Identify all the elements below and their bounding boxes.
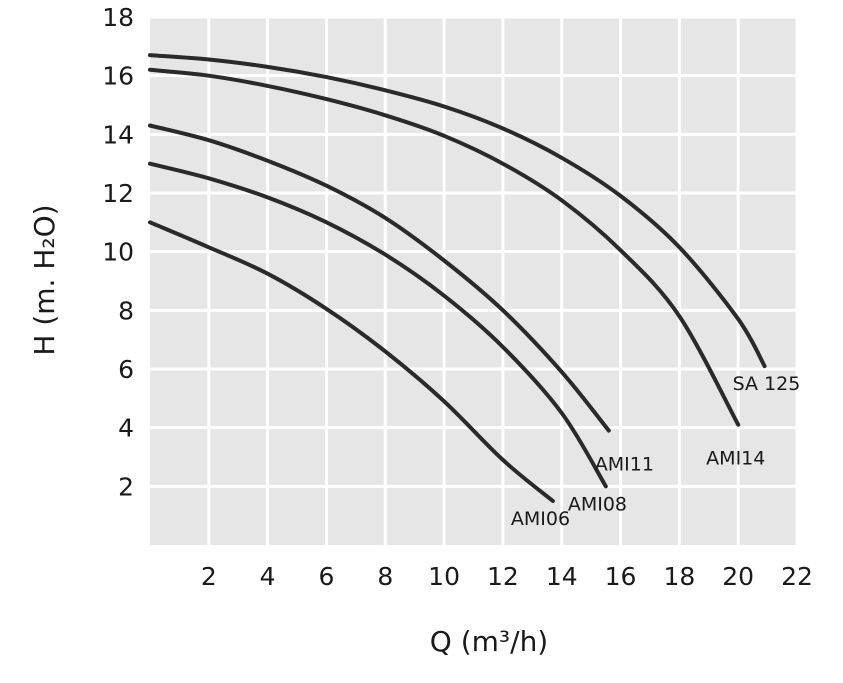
series-label-ami14: AMI14 <box>706 448 765 470</box>
plot-background <box>150 17 797 545</box>
x-axis-label: Q (m³/h) <box>430 625 548 658</box>
series-label-ami11: AMI11 <box>595 454 654 476</box>
series-lines <box>148 53 767 503</box>
series-line-ami14 <box>148 67 741 427</box>
series-line-sa-125 <box>148 53 767 369</box>
y-tick-label: 14 <box>102 120 134 149</box>
y-tick-label: 2 <box>118 472 134 501</box>
y-tick-label: 16 <box>102 62 134 91</box>
x-tick-label: 4 <box>260 562 276 591</box>
y-tick-label: 6 <box>118 355 134 384</box>
y-axis-label: H (m. H₂O) <box>28 204 61 355</box>
x-tick-label: 8 <box>377 562 393 591</box>
y-tick-label: 12 <box>102 179 134 208</box>
y-tick-label: 8 <box>118 296 134 325</box>
y-tick-label: 4 <box>118 414 134 443</box>
y-tick-label: 10 <box>102 238 134 267</box>
x-tick-label: 18 <box>663 562 695 591</box>
x-tick-labels: 2 4 6 8 10 12 14 16 18 20 22 <box>201 562 813 591</box>
series-line-ami11 <box>148 123 611 433</box>
x-tick-label: 12 <box>487 562 519 591</box>
x-tick-label: 6 <box>319 562 335 591</box>
y-tick-labels: 2 4 6 8 10 12 14 16 18 <box>102 3 134 501</box>
x-tick-label: 2 <box>201 562 217 591</box>
series-label-sa-125: SA 125 <box>733 373 801 395</box>
x-tick-label: 20 <box>722 562 754 591</box>
y-tick-label: 18 <box>102 3 134 32</box>
series-line-ami08 <box>148 161 608 489</box>
x-tick-label: 16 <box>605 562 637 591</box>
series-label-ami06: AMI06 <box>511 508 570 530</box>
x-tick-label: 22 <box>781 562 813 591</box>
grid <box>150 15 799 545</box>
x-tick-label: 14 <box>546 562 578 591</box>
x-tick-label: 10 <box>428 562 460 591</box>
series-label-ami08: AMI08 <box>568 493 627 515</box>
series-line-ami06 <box>148 220 555 503</box>
